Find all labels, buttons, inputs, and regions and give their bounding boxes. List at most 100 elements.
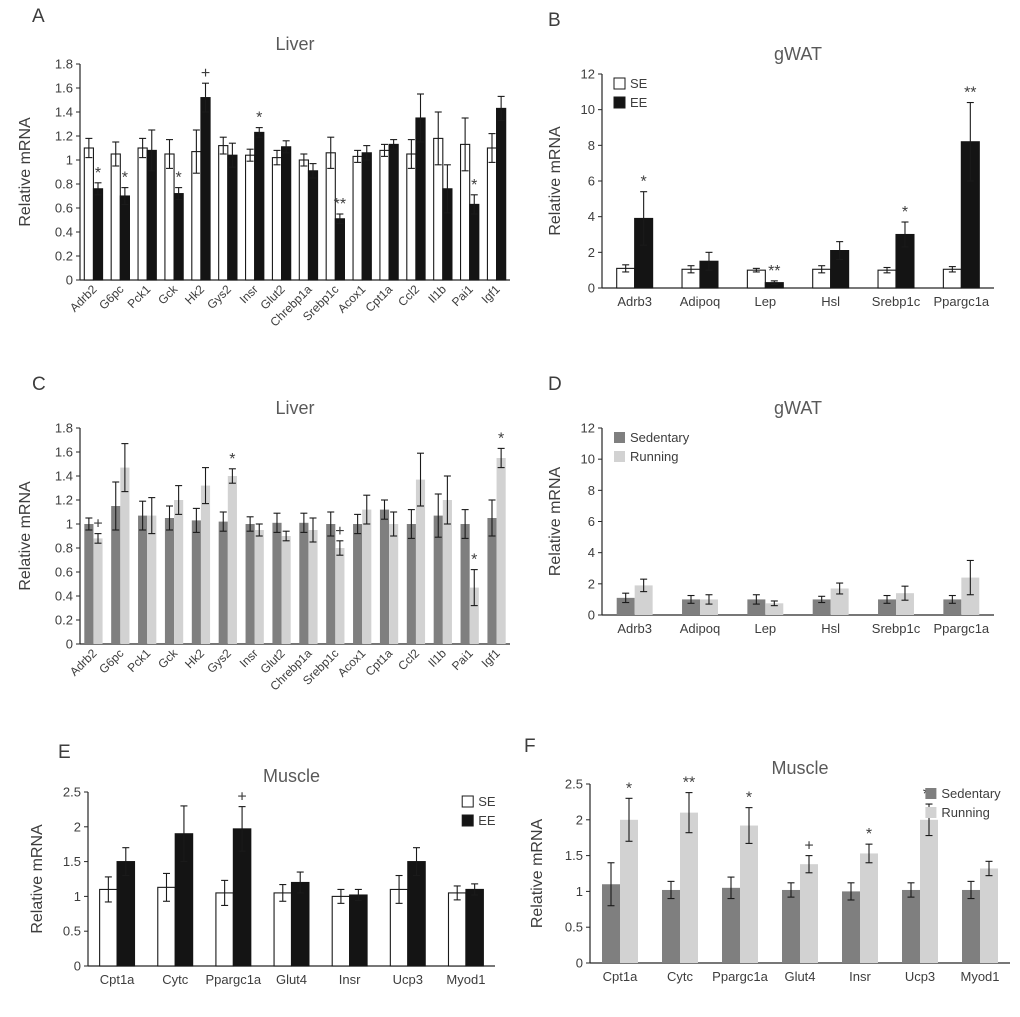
bar	[111, 506, 121, 644]
svg-text:Adrb3: Adrb3	[617, 621, 652, 636]
bar	[331, 895, 351, 967]
legend-label: EE	[630, 95, 648, 110]
svg-text:10: 10	[581, 102, 595, 117]
legend-swatch	[613, 77, 626, 90]
bar	[433, 515, 443, 644]
legend-label: Sedentary	[630, 430, 690, 445]
bar	[298, 159, 309, 281]
bar	[308, 530, 318, 644]
bar	[200, 485, 211, 644]
bar	[245, 524, 255, 644]
significance-marker: **	[334, 196, 346, 213]
svg-text:1.2: 1.2	[55, 129, 73, 144]
svg-text:1.6: 1.6	[55, 81, 73, 96]
svg-text:2: 2	[588, 245, 595, 260]
bar	[352, 155, 363, 281]
svg-text:Il1b: Il1b	[425, 282, 449, 306]
panel-label-d: D	[548, 374, 562, 395]
panel-label-a: A	[32, 6, 45, 27]
svg-text:6: 6	[588, 514, 595, 529]
svg-text:Ccl2: Ccl2	[395, 282, 422, 309]
y-axis-label: Relative mRNA	[547, 466, 564, 576]
svg-text:Cpt1a: Cpt1a	[363, 646, 396, 679]
x-labels: Adrb3 Adipoq Lep Hsl Srebp1c Ppargc1a	[617, 294, 990, 309]
bar	[722, 887, 740, 963]
bar	[254, 530, 264, 644]
bar	[388, 143, 399, 281]
chart-svg-c: Liver Relative mRNA 0 0.2 0.4 0.6 0.8 1 1.2 1.4 1.…	[17, 398, 510, 693]
annotations: * * *+****	[95, 65, 477, 213]
svg-text:Pck1: Pck1	[125, 646, 154, 675]
chart-header: gWAT Relative mRNA	[547, 44, 822, 236]
bar	[362, 509, 372, 644]
legend-label: Sedentary	[941, 786, 1001, 801]
bar	[325, 152, 336, 281]
svg-text:Srebp1c: Srebp1c	[872, 621, 921, 636]
bars	[616, 101, 980, 289]
svg-text:1.2: 1.2	[55, 493, 73, 508]
legend-label: SE	[630, 76, 648, 91]
svg-text:1.4: 1.4	[55, 469, 73, 484]
svg-text:0.5: 0.5	[565, 920, 583, 935]
svg-text:Glut4: Glut4	[784, 969, 815, 984]
svg-text:1: 1	[74, 889, 81, 904]
bars	[602, 792, 998, 963]
bar	[447, 892, 467, 967]
svg-text:0: 0	[66, 637, 73, 652]
panel-label-f: F	[524, 736, 536, 757]
bar	[961, 577, 980, 615]
svg-text:0.6: 0.6	[55, 201, 73, 216]
chart-title: gWAT	[774, 398, 822, 418]
legend: Sedentary Running	[925, 786, 1001, 820]
svg-text:Acox1: Acox1	[335, 282, 369, 316]
svg-text:Ucp3: Ucp3	[905, 969, 935, 984]
bar	[620, 819, 638, 963]
significance-marker: +	[804, 838, 813, 855]
svg-text:Igf1: Igf1	[479, 282, 503, 306]
bar	[174, 500, 184, 644]
svg-text:Pck1: Pck1	[125, 282, 154, 311]
bar	[191, 520, 201, 644]
bar	[812, 599, 831, 615]
bar	[334, 218, 345, 281]
svg-text:1.8: 1.8	[55, 421, 73, 436]
legend-label: EE	[478, 813, 496, 828]
bar	[218, 145, 229, 281]
svg-text:8: 8	[588, 138, 595, 153]
annotations: + * + * *	[93, 430, 504, 568]
bar	[496, 107, 507, 281]
bar	[406, 153, 417, 281]
significance-marker: +	[237, 789, 246, 806]
legend: Sedentary Running	[614, 430, 690, 464]
bar	[800, 864, 818, 963]
y-axis: 0 2 4 6 8 10 12	[581, 421, 994, 623]
bar	[465, 888, 484, 967]
svg-text:Hk2: Hk2	[182, 282, 207, 307]
bar	[254, 131, 265, 281]
svg-text:Cpt1a: Cpt1a	[603, 969, 638, 984]
svg-text:2: 2	[74, 819, 81, 834]
bar	[116, 861, 136, 967]
bar	[227, 476, 237, 644]
svg-text:Pai1: Pai1	[449, 282, 476, 309]
x-labels: Cpt1a Cytc Ppargc1a Glut4 Insr Ucp3 Myod1	[100, 972, 486, 987]
svg-text:1.4: 1.4	[55, 105, 73, 120]
svg-text:Gys2: Gys2	[204, 282, 234, 312]
chart-svg-a: Liver Relative mRNA 0 0.2 0.4 0.6 0.8 1 1.2 1.4 1.…	[17, 34, 510, 329]
bar	[700, 599, 718, 615]
bar	[335, 548, 345, 644]
legend-swatch	[461, 795, 474, 808]
significance-marker: *	[122, 170, 128, 187]
significance-marker: **	[683, 775, 695, 792]
chart-title: Muscle	[771, 758, 828, 778]
bar	[943, 599, 962, 615]
bar	[486, 147, 498, 281]
bar	[173, 193, 184, 281]
bar	[164, 518, 175, 644]
svg-text:6: 6	[588, 174, 595, 189]
bar	[281, 146, 292, 281]
bar	[487, 518, 497, 644]
significance-marker: *	[498, 430, 504, 447]
legend: SE EE	[613, 76, 648, 110]
svg-text:Adipoq: Adipoq	[680, 294, 720, 309]
